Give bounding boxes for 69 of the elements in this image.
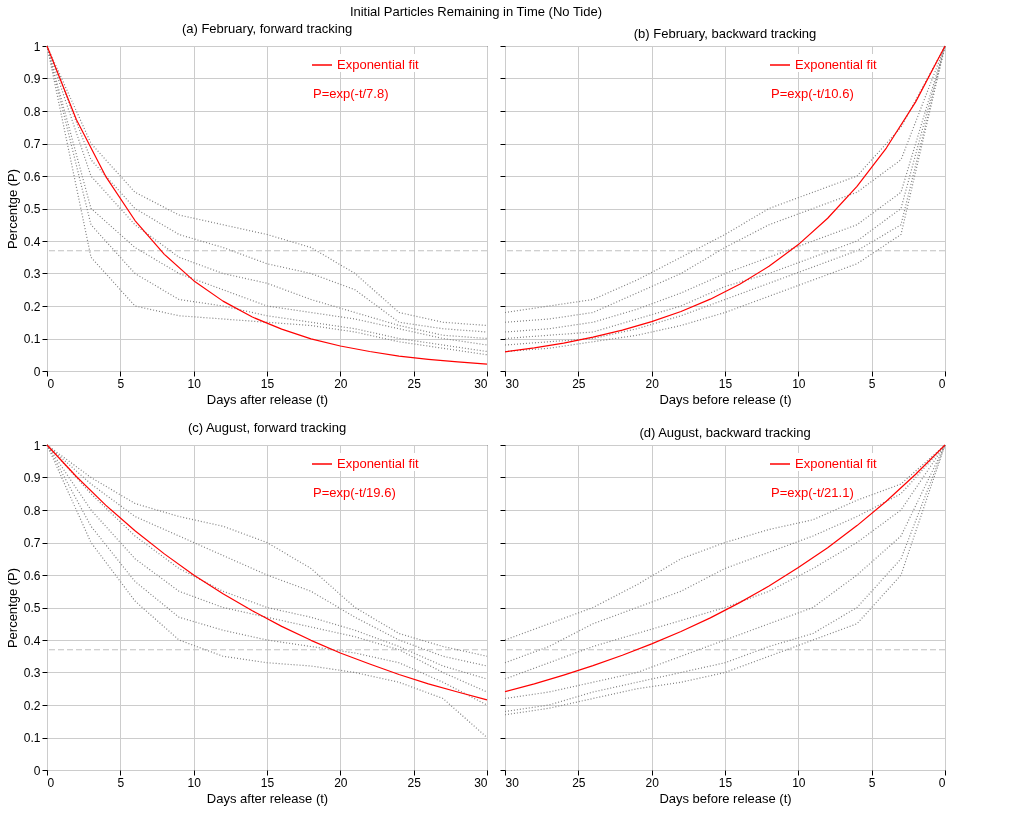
x-tick-label: 15	[260, 376, 275, 391]
y-tick-label: 0.6	[23, 568, 41, 583]
y-tick-label: 0.9	[23, 72, 41, 86]
y-tick-label: 1	[33, 39, 41, 54]
y-tick-label: 0.7	[23, 137, 41, 151]
y-axis-title: Percentge (P)	[4, 567, 20, 649]
y-tick-label: 0.5	[23, 202, 41, 216]
x-axis-title: Days after release (t)	[206, 391, 329, 407]
y-tick-label: 0.9	[23, 471, 41, 485]
x-axis-title: Days before release (t)	[659, 391, 792, 407]
annotation: P=exp(-t/7.8)	[313, 86, 389, 101]
x-axis-title: Days before release (t)	[659, 790, 792, 806]
y-tick-label: 1	[33, 438, 41, 453]
x-tick-label: 5	[868, 376, 876, 391]
x-tick-label: 20	[645, 775, 660, 790]
x-tick-label: 30	[474, 376, 488, 391]
chart-subtitle: (b) February, backward tracking	[633, 26, 817, 42]
x-tick-label: 20	[334, 376, 348, 391]
x-tick-label: 30	[505, 376, 520, 391]
x-tick-label: 30	[505, 775, 520, 790]
x-tick-label: 20	[645, 376, 660, 391]
x-tick-label: 0	[938, 376, 946, 391]
y-tick-label: 0.3	[23, 267, 41, 281]
legend-label: Exponential fit	[795, 57, 878, 72]
x-tick-label: 25	[407, 376, 422, 391]
x-tick-label: 15	[718, 775, 733, 790]
x-tick-label: 25	[407, 775, 422, 790]
y-tick-label: 0.7	[23, 536, 41, 550]
x-tick-label: 25	[572, 376, 586, 391]
x-tick-label: 25	[572, 775, 586, 790]
y-tick-label: 0.1	[23, 731, 41, 745]
legend-label: Exponential fit	[795, 456, 878, 471]
x-tick-label: 10	[792, 775, 806, 790]
y-tick-label: 0.4	[23, 234, 41, 249]
y-tick-label: 0.8	[23, 503, 41, 518]
x-tick-label: 10	[792, 376, 806, 391]
x-tick-label: 10	[187, 775, 202, 790]
y-tick-label: 0.8	[23, 104, 41, 119]
y-tick-label: 0	[33, 763, 41, 778]
x-tick-label: 0	[47, 775, 55, 790]
x-tick-label: 30	[474, 775, 488, 790]
legend-label: Exponential fit	[337, 456, 420, 471]
annotation: P=exp(-t/10.6)	[771, 86, 854, 101]
x-tick-label: 15	[260, 775, 275, 790]
x-tick-label: 5	[117, 775, 125, 790]
annotation: P=exp(-t/19.6)	[313, 485, 396, 500]
y-tick-label: 0.6	[23, 169, 41, 184]
y-tick-label: 0.1	[23, 332, 41, 346]
x-tick-label: 10	[187, 376, 202, 391]
y-tick-label: 0.4	[23, 633, 41, 648]
x-axis-title: Days after release (t)	[206, 790, 329, 806]
x-tick-label: 0	[47, 376, 55, 391]
y-tick-label: 0	[33, 364, 41, 379]
y-tick-label: 0.3	[23, 666, 41, 680]
chart-title: Initial Particles Remaining in Time (No Tide)	[349, 3, 603, 19]
y-tick-label: 0.5	[23, 601, 41, 615]
chart-subtitle: (c) August, forward tracking	[187, 420, 347, 435]
chart-subtitle: (d) August, backward tracking	[639, 425, 811, 441]
x-tick-label: 5	[117, 376, 125, 391]
legend-label: Exponential fit	[337, 57, 420, 72]
x-tick-label: 20	[334, 775, 348, 790]
x-tick-label: 0	[938, 775, 946, 790]
annotation: P=exp(-t/21.1)	[771, 485, 854, 500]
chart-subtitle: (a) February, forward tracking	[181, 21, 353, 36]
x-tick-label: 15	[718, 376, 733, 391]
x-tick-label: 5	[868, 775, 876, 790]
y-axis-title: Percentge (P)	[4, 168, 20, 250]
y-tick-label: 0.2	[23, 698, 41, 713]
y-tick-label: 0.2	[23, 299, 41, 314]
